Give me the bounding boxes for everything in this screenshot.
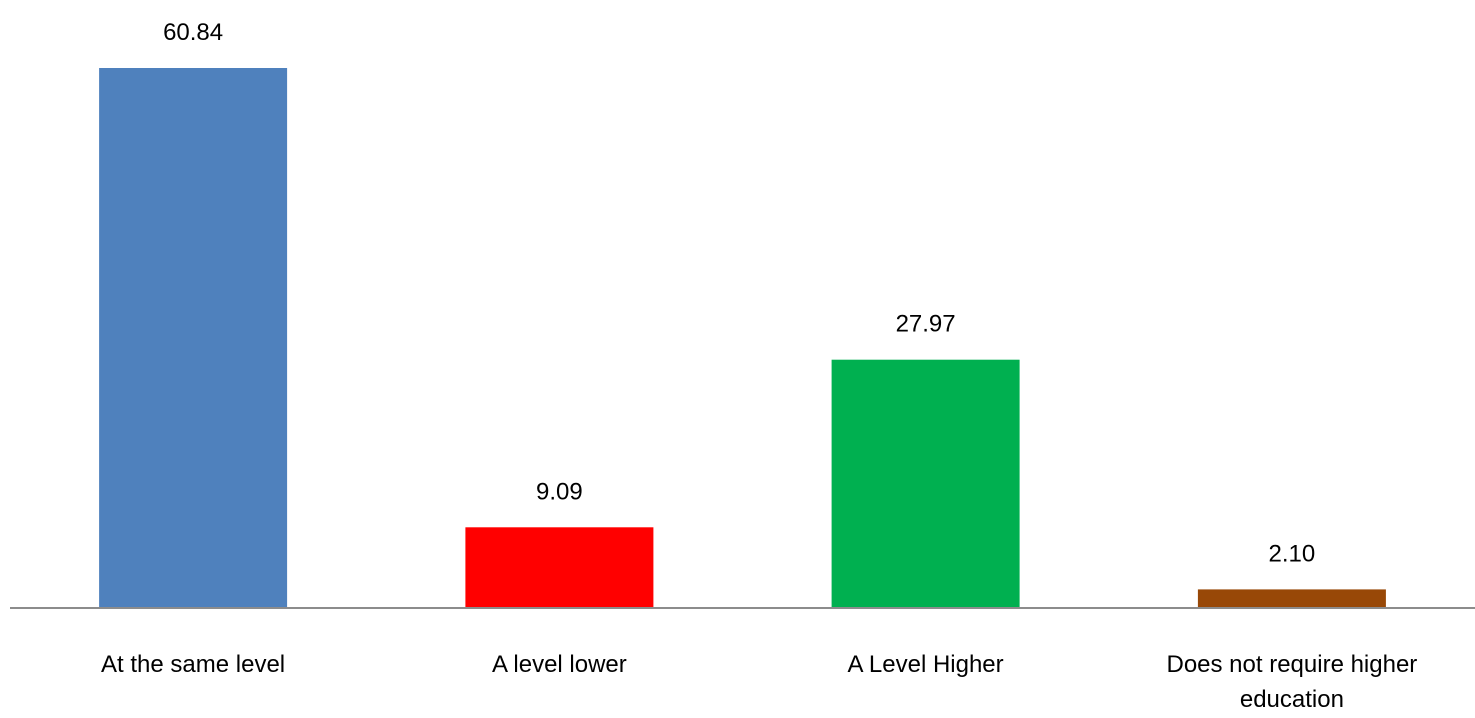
data-labels-group: 60.84 9.09 27.97 2.10 bbox=[163, 19, 1315, 567]
data-label-1: 9.09 bbox=[536, 478, 583, 505]
category-label-2: A Level Higher bbox=[848, 651, 1004, 678]
category-label-3-line-0: Does not require higher bbox=[1166, 651, 1417, 678]
category-label-1: A level lower bbox=[492, 651, 627, 678]
data-label-0: 60.84 bbox=[163, 19, 223, 46]
bar-0 bbox=[99, 68, 288, 608]
data-label-3: 2.10 bbox=[1269, 540, 1316, 567]
bar-1 bbox=[465, 527, 654, 608]
bar-2 bbox=[831, 359, 1020, 608]
bar-3 bbox=[1197, 589, 1386, 608]
data-label-2: 27.97 bbox=[896, 311, 956, 338]
bars-group bbox=[99, 68, 1386, 608]
category-label-3-line-1: education bbox=[1240, 686, 1344, 713]
category-labels-group: At the same level A level lower A Level Hi… bbox=[101, 651, 1417, 713]
category-label-0: At the same level bbox=[101, 651, 285, 678]
